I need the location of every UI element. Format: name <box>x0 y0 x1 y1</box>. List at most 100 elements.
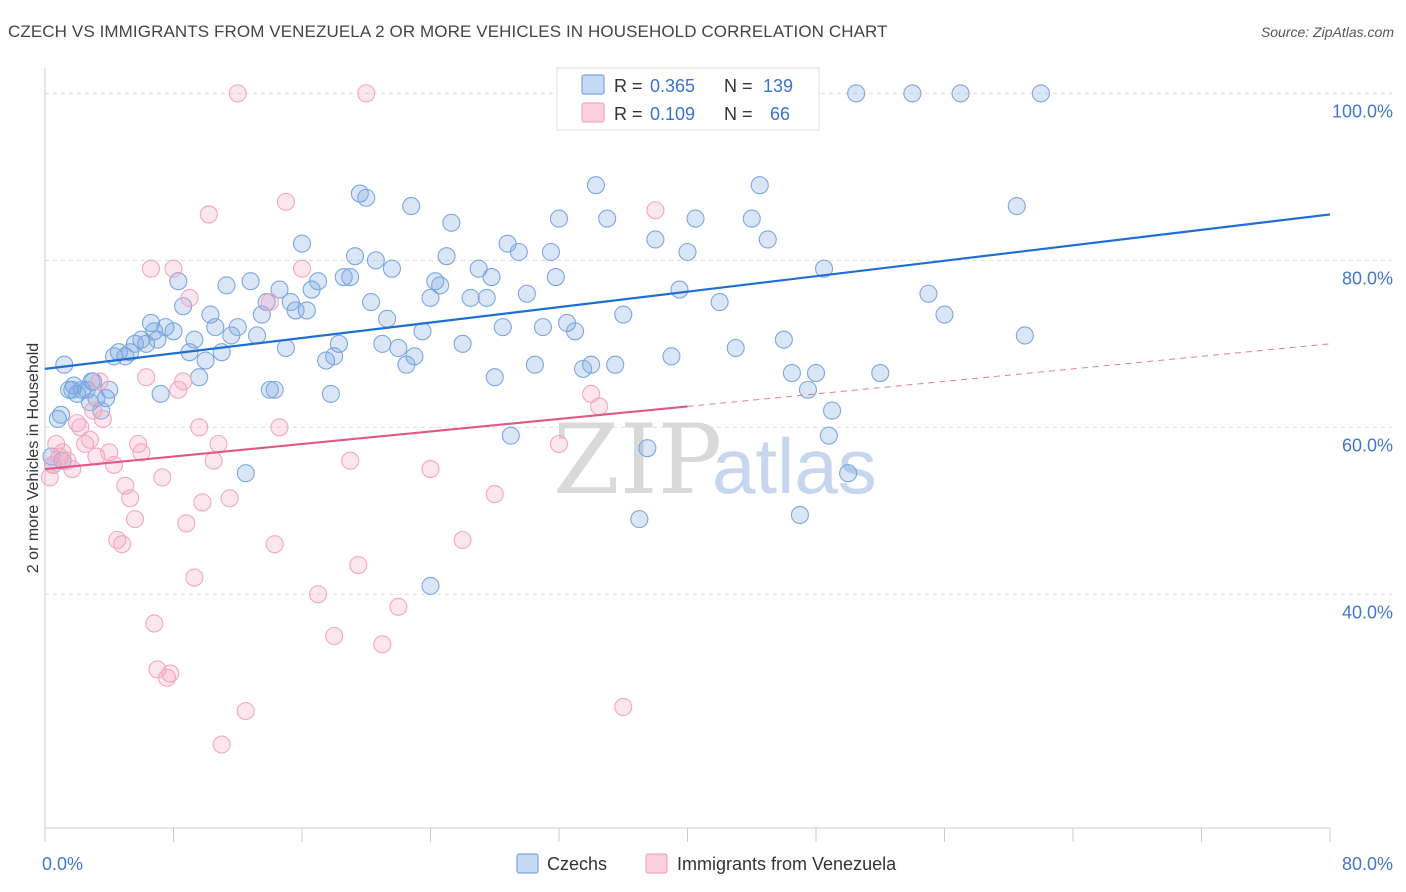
venezuela-point <box>485 485 504 504</box>
venezuela-point <box>113 535 132 554</box>
y-tick-labels: 100.0% 80.0% 60.0% 40.0% <box>1332 101 1393 622</box>
y-tick-label: 80.0% <box>1342 268 1393 288</box>
czechs-point <box>670 280 689 299</box>
y-tick-label: 100.0% <box>1332 101 1393 121</box>
venezuela-point <box>63 459 82 479</box>
venezuela-point <box>590 397 609 416</box>
czechs-point <box>566 322 585 341</box>
czechs-point <box>378 309 397 328</box>
czechs-point <box>482 267 501 287</box>
czechs-point <box>549 209 569 228</box>
czechs-point <box>678 242 697 262</box>
venezuela-point <box>190 418 209 437</box>
czechs-point <box>334 267 353 287</box>
czechs-point <box>1031 84 1050 103</box>
czechs-point <box>321 384 340 403</box>
venezuela-point <box>125 510 144 529</box>
czechs-point <box>389 338 408 358</box>
czechs-point <box>55 355 74 374</box>
czechs-point <box>276 338 295 358</box>
czechs-point <box>790 505 809 525</box>
czechs-point <box>819 426 838 445</box>
legend-n-label-venezuela: N = <box>724 104 753 124</box>
czechs-point <box>574 359 593 378</box>
legend-n-label-czechs: N = <box>724 76 753 96</box>
czechs-point <box>345 247 365 266</box>
venezuela-point <box>292 259 312 278</box>
venezuela-point <box>185 568 204 587</box>
venezuela-point <box>71 418 90 437</box>
czechs-point <box>517 284 536 303</box>
venezuela-point <box>137 368 156 387</box>
czechs-point <box>357 188 376 207</box>
czechs-point <box>686 209 705 228</box>
legend-bottom-label-czechs: Czechs <box>547 854 607 874</box>
czechs-point <box>871 363 890 383</box>
legend-stats: R = 0.365 N = 139 R = 0.109 N = 66 <box>556 67 820 131</box>
y-axis-label: 2 or more Vehicles in Household <box>25 343 42 573</box>
venezuela-point <box>389 597 408 616</box>
venezuela-point <box>228 84 247 103</box>
czechs-point <box>196 351 215 370</box>
czechs-point <box>951 84 970 103</box>
x-tick-label: 80.0% <box>1342 854 1393 874</box>
trend-line-czechs <box>44 213 1331 370</box>
czechs-point <box>586 176 605 195</box>
czechs-point <box>726 338 745 358</box>
legend-bottom-swatch-czechs <box>516 853 539 874</box>
czechs-point <box>814 259 834 278</box>
czechs-point <box>710 293 729 312</box>
czechs-point <box>421 576 440 595</box>
venezuela-point <box>276 192 295 211</box>
czechs-point <box>774 330 793 349</box>
czechs-point <box>606 355 625 374</box>
czechs-point <box>541 242 561 262</box>
venezuela-point <box>105 455 124 474</box>
czechs-point <box>1015 326 1034 345</box>
czechs-point <box>437 247 456 266</box>
czechs-point <box>228 318 247 337</box>
venezuela-point <box>164 259 183 278</box>
czechs-point <box>156 318 175 337</box>
czechs-point <box>373 334 392 353</box>
czechs-point <box>598 209 617 228</box>
axes <box>44 68 1331 842</box>
venezuela-point <box>132 443 151 462</box>
legend-n-value-venezuela: 66 <box>770 104 790 124</box>
czechs-point <box>164 322 183 341</box>
czechs-point <box>442 213 461 232</box>
legend-bottom-label-venezuela: Immigrants from Venezuela <box>677 854 897 874</box>
czechs-point <box>461 288 480 307</box>
czechs-point <box>839 464 858 483</box>
venezuela-point <box>93 409 112 429</box>
czechs-point <box>509 242 528 262</box>
czechs-point <box>382 259 402 278</box>
czechs-point <box>121 343 140 362</box>
czechs-point <box>63 380 82 399</box>
trend-line-venezuela-extension <box>687 343 1331 407</box>
czechs-point <box>501 426 520 445</box>
venezuela-point <box>121 489 140 508</box>
venezuela-point <box>180 288 199 307</box>
czechs-point <box>52 405 71 424</box>
czechs-point <box>309 272 328 291</box>
venezuela-point <box>193 493 212 512</box>
czechs-point <box>421 288 440 307</box>
venezuela-point <box>309 585 328 604</box>
venezuela-point <box>80 430 100 449</box>
czechs-point <box>317 351 336 370</box>
venezuela-point <box>453 530 472 550</box>
legend-r-label-venezuela: R = <box>614 104 643 124</box>
czechs-point <box>1007 197 1026 216</box>
legend-r-value-czechs: 0.365 <box>650 76 695 96</box>
series-venezuela-points <box>40 84 665 754</box>
czechs-point <box>241 272 260 291</box>
venezuela-point <box>177 514 196 533</box>
czechs-point <box>935 305 954 324</box>
czechs-point <box>247 326 267 345</box>
legend-n-value-czechs: 139 <box>763 76 793 96</box>
czechs-point <box>402 197 421 216</box>
watermark-zip: ZIP <box>553 404 722 516</box>
venezuela-point <box>141 259 161 278</box>
czechs-point <box>662 347 681 366</box>
